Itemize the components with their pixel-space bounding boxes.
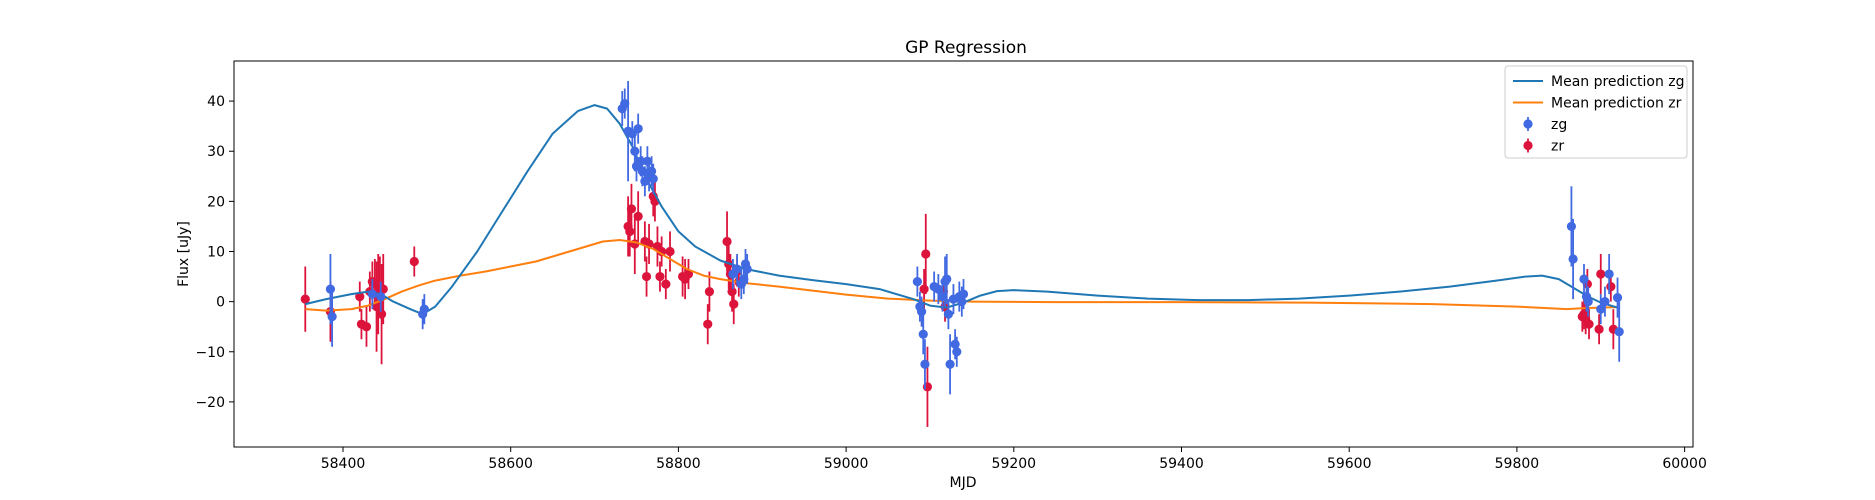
y-tick-label: 40 bbox=[207, 94, 225, 110]
zg-point bbox=[952, 347, 962, 357]
y-tick-label: 20 bbox=[207, 194, 225, 210]
zr-point bbox=[625, 226, 635, 237]
zg-point bbox=[419, 304, 429, 314]
zg-point bbox=[327, 312, 337, 322]
zg-points bbox=[325, 81, 1624, 395]
zr-point bbox=[626, 204, 637, 214]
mean-prediction-zr-line bbox=[305, 239, 1618, 312]
zg-point bbox=[958, 289, 969, 299]
x-tick-label: 59000 bbox=[824, 456, 869, 472]
zg-point bbox=[376, 292, 386, 302]
zg-point bbox=[1612, 293, 1623, 303]
zr-point bbox=[655, 271, 665, 282]
zr-point bbox=[409, 256, 419, 267]
y-tick-label: 0 bbox=[216, 295, 225, 311]
zg-point bbox=[642, 156, 652, 166]
zr-point bbox=[722, 236, 732, 247]
x-tick-label: 58600 bbox=[488, 456, 533, 472]
zr-point bbox=[704, 286, 715, 297]
x-tick-label: 60000 bbox=[1662, 456, 1707, 472]
x-tick-label: 59200 bbox=[992, 456, 1037, 472]
zr-point bbox=[919, 284, 929, 294]
legend: Mean prediction zg Mean prediction zr zg zr bbox=[1504, 65, 1688, 159]
zg-point bbox=[1566, 221, 1577, 232]
zg-point bbox=[916, 307, 927, 317]
zg-point bbox=[1604, 269, 1614, 279]
zg-point bbox=[1614, 327, 1624, 337]
zg-point bbox=[943, 309, 954, 319]
zr-point bbox=[641, 271, 652, 282]
legend-mean-zr-label: Mean prediction zr bbox=[1551, 96, 1682, 112]
zg-point bbox=[325, 284, 336, 294]
y-tick-label: 10 bbox=[207, 244, 225, 260]
zr-point bbox=[661, 279, 671, 289]
legend-zr-label: zr bbox=[1551, 139, 1564, 155]
zr-point bbox=[1594, 324, 1604, 334]
zr-point bbox=[1584, 319, 1594, 329]
zr-point bbox=[703, 319, 713, 329]
plot-frame bbox=[233, 60, 1694, 448]
zr-point bbox=[665, 246, 675, 257]
y-tick-label: −20 bbox=[195, 395, 225, 411]
plot-content bbox=[300, 81, 1624, 427]
x-tick-label: 59400 bbox=[1159, 456, 1204, 472]
legend-box bbox=[1504, 65, 1688, 159]
zr-point bbox=[355, 292, 365, 302]
zr-point bbox=[361, 322, 372, 332]
zr-point bbox=[729, 299, 739, 309]
zg-point bbox=[620, 99, 630, 109]
zg-point bbox=[633, 124, 643, 134]
zg-point bbox=[1596, 304, 1606, 314]
y-tick-label: −10 bbox=[195, 345, 225, 361]
zg-point bbox=[648, 174, 658, 184]
zg-point bbox=[1568, 254, 1578, 264]
legend-zr-swatch bbox=[1523, 140, 1533, 151]
chart-title: GP Regression bbox=[905, 38, 1027, 58]
zg-point bbox=[367, 289, 377, 299]
zg-point bbox=[742, 264, 752, 274]
legend-zg-swatch bbox=[1523, 119, 1533, 129]
zg-point bbox=[933, 284, 943, 294]
axes-ticks: 58400 58600 58800 59000 59200 59400 59600 59800… bbox=[195, 94, 1706, 472]
legend-zg-label: zg bbox=[1551, 117, 1567, 133]
zr-point bbox=[657, 246, 667, 257]
zg-point bbox=[942, 274, 952, 284]
y-axis-label: Flux [uJy] bbox=[176, 221, 192, 287]
mean-prediction-zg-line bbox=[305, 104, 1618, 316]
zg-point bbox=[912, 276, 922, 287]
zr-point bbox=[683, 269, 694, 279]
zg-point bbox=[945, 359, 955, 369]
zg-point bbox=[1583, 297, 1593, 307]
x-tick-label: 58400 bbox=[321, 456, 366, 472]
zg-point bbox=[918, 329, 928, 339]
zr-point bbox=[300, 294, 310, 304]
zg-point bbox=[630, 146, 640, 156]
x-tick-label: 59600 bbox=[1327, 456, 1372, 472]
zr-point bbox=[633, 211, 643, 222]
legend-mean-zg-label: Mean prediction zg bbox=[1551, 74, 1685, 90]
zr-point bbox=[1596, 269, 1606, 279]
y-tick-label: 30 bbox=[207, 144, 225, 160]
x-tick-label: 58800 bbox=[656, 456, 701, 472]
zr-point bbox=[1606, 281, 1616, 292]
zg-point bbox=[920, 359, 930, 369]
zg-point bbox=[732, 264, 742, 274]
zg-point bbox=[1579, 274, 1589, 284]
zr-point bbox=[921, 249, 931, 259]
x-axis-label: MJD bbox=[950, 475, 977, 491]
x-tick-label: 59800 bbox=[1495, 456, 1540, 472]
zg-point bbox=[1600, 297, 1610, 307]
